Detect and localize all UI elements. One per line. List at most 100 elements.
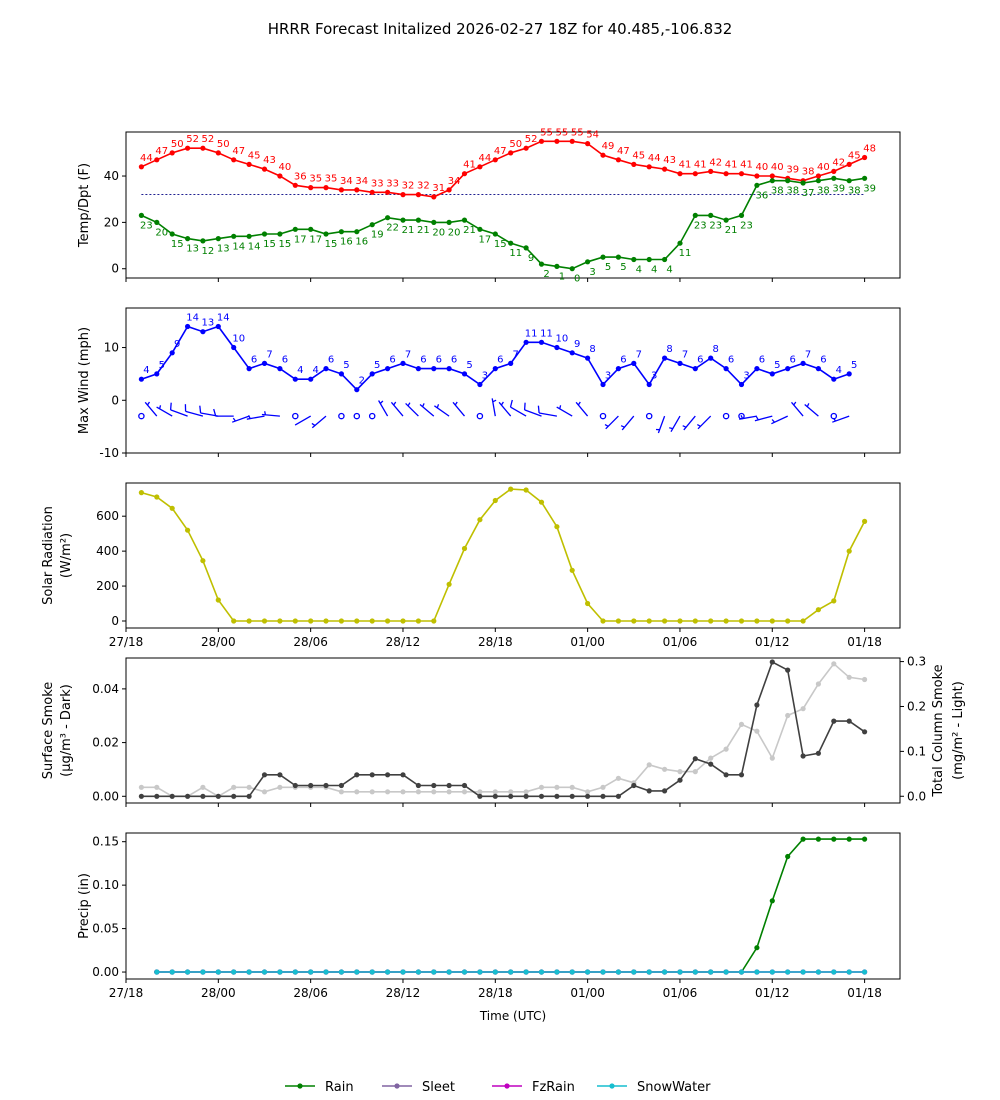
temp-data-label: 22 [386,223,399,234]
smoke-point [646,788,652,794]
wind-point [215,323,221,330]
temp-point [692,171,698,177]
solar-point [600,618,606,624]
temp-data-label: 34 [340,176,353,187]
temp-data-label: 39 [786,164,799,175]
solar-point [508,486,514,492]
wind-barb [739,415,758,420]
temp-data-label: 15 [494,239,507,250]
wind-data-label: 5 [851,360,857,371]
wind-barb-staff [498,401,512,417]
temp-point [308,226,314,232]
smoke-point [154,793,160,799]
temp-point [677,171,683,177]
wind-barb-calm [722,412,730,420]
wind-barb [311,415,327,429]
legend-swatch-marker [609,1083,615,1089]
precip-point [323,969,329,975]
wind-ylabel: Max Wind (mph) [77,327,92,434]
precip-point [815,836,822,842]
temp-data-label: 55 [540,127,553,138]
wind-barb-staff [294,415,312,426]
wind-barb [390,401,404,417]
smoke-point [477,789,483,795]
solar-point [461,545,468,552]
smoke-point [708,755,714,761]
wind-barb [405,402,419,417]
wind-point [400,360,406,366]
solar-point [754,618,760,624]
precip-ylabel: Precip (in) [77,873,92,939]
precip-point [385,969,391,975]
precip-xtick-label: 27/18 [109,986,144,1000]
temp-point [538,261,545,267]
temp-data-label: 41 [463,160,476,171]
smoke-point [785,712,791,719]
wind-barb [156,405,173,417]
smoke-point [708,761,714,767]
wind-point [415,366,421,372]
precip-ytick-label: 0.15 [92,835,119,849]
smoke-point [785,667,791,673]
temp-data-label: 37 [802,188,815,199]
wind-barb-half-feather [755,416,759,421]
precip-point [646,969,652,975]
temp-point [446,219,452,225]
wind-barb-calm [476,412,484,420]
temp-data-label: 54 [586,130,599,141]
wind-data-label: 4 [143,365,149,376]
wind-data-label: 7 [266,349,272,360]
precip-point [292,969,298,975]
smoke-point [677,769,683,775]
temp-point [369,222,375,228]
solar-point [692,618,698,624]
solar-xtick-label: 28/06 [293,635,328,649]
temp-point [815,178,822,184]
smoke-point [754,728,760,734]
smoke-point [261,789,268,795]
smoke-point [354,772,360,778]
temp-data-label: 20 [448,227,461,238]
temp-point [215,150,221,156]
precip-point [754,969,760,975]
smoke-total-column-smoke-line [141,662,865,798]
temp-point [862,175,868,181]
wind-barb-feather [523,402,526,410]
solar-xtick-label: 28/00 [201,635,236,649]
smoke-point [461,782,468,789]
wind-barb [261,411,280,417]
smoke-point [538,793,545,799]
precip-point [600,969,606,975]
wind-barb-half-feather [311,422,316,426]
precip-ytick-label: 0.10 [92,878,119,892]
wind-barb-half-feather [832,417,837,422]
wind-barb [655,415,666,434]
smoke-point [800,706,806,712]
wind-barb-half-feather [682,425,687,428]
solar-point [554,524,560,530]
wind-data-label: 14 [217,313,230,324]
precip-point [615,969,622,975]
legend-item-sleet: Sleet [382,1080,455,1095]
wind-barb-half-feather [771,419,775,423]
wind-barb [696,415,712,430]
temp-data-label: 33 [371,178,384,189]
temp-point [338,187,344,193]
temp-point [431,194,437,200]
precip-point [354,969,360,975]
smoke-ylabel: Surface Smoke [41,682,56,780]
temp-data-label: 41 [740,160,753,171]
wind-data-label: 7 [805,349,811,360]
wind-barb-staff [419,404,435,417]
smoke-point [385,789,391,795]
wind-barb-half-feather [379,400,384,404]
wind-barb [620,415,635,431]
solar-point [138,490,144,496]
wind-point [692,366,698,372]
wind-point [385,366,391,372]
solar-xtick-label: 01/00 [570,635,605,649]
solar-point [400,618,406,624]
wind-barb [682,415,696,431]
solar-point [446,581,452,587]
precip-frame [125,832,901,980]
